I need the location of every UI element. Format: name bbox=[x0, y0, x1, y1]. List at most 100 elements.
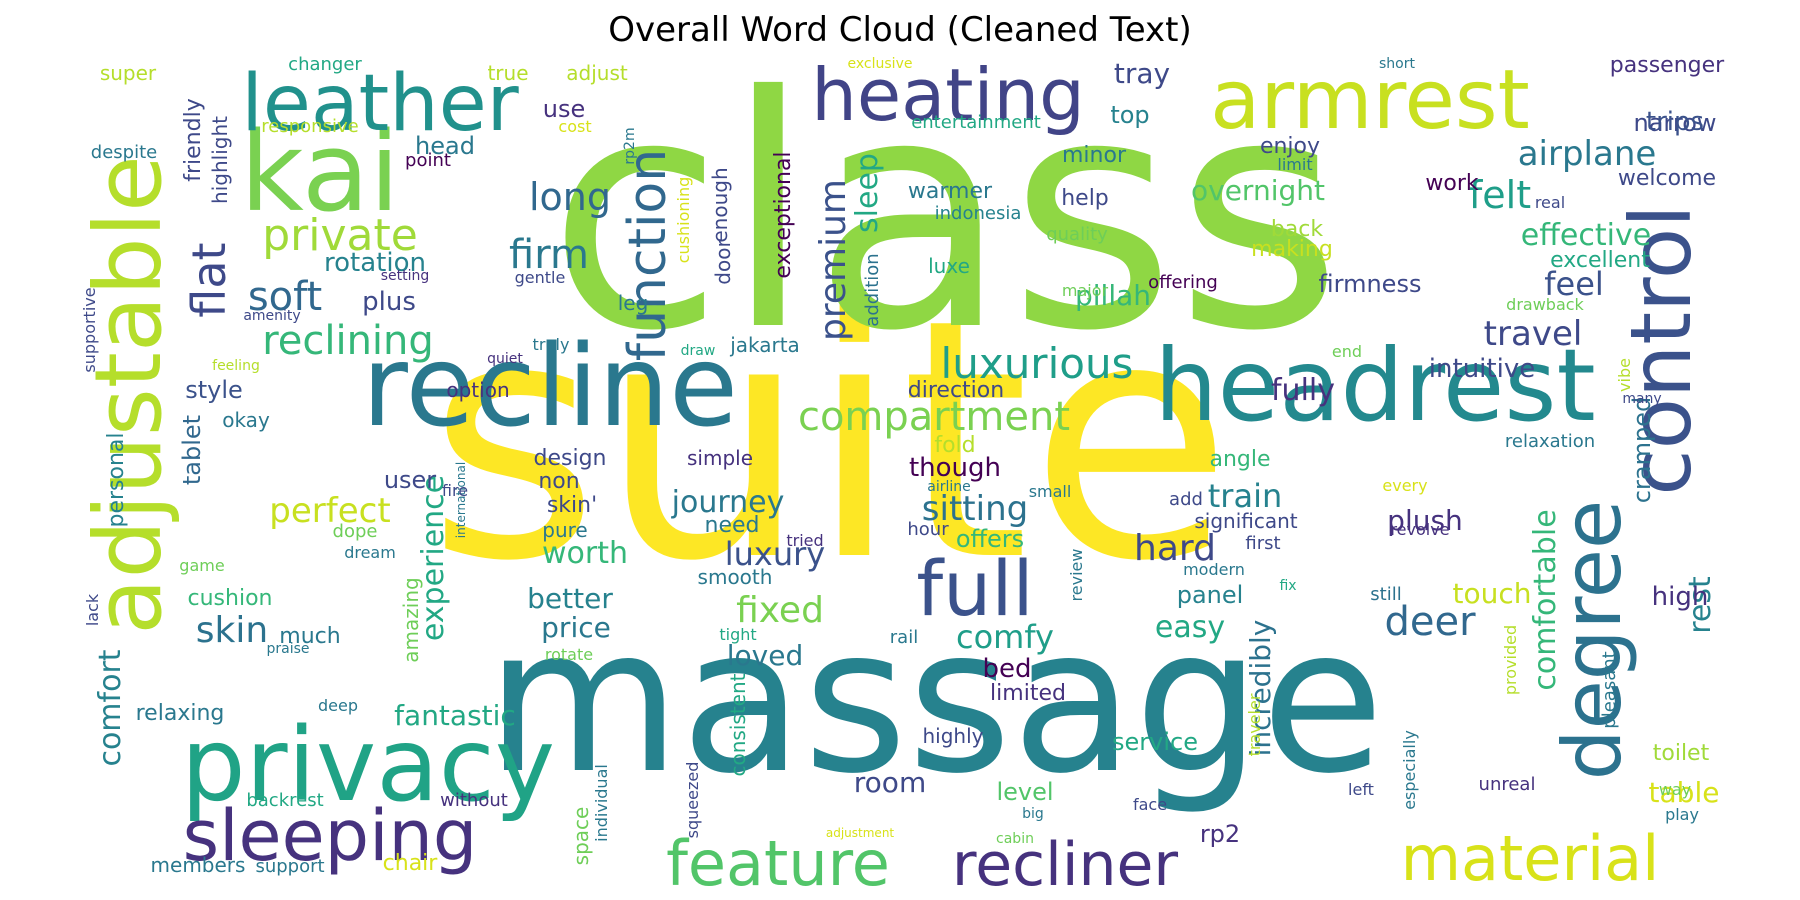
word-heating: heating bbox=[811, 53, 1085, 137]
word-enough: enough bbox=[708, 167, 732, 242]
word-end: end bbox=[1332, 342, 1362, 361]
word-hard: hard bbox=[1134, 528, 1216, 569]
word-pure: pure bbox=[542, 518, 587, 542]
word-luxe: luxe bbox=[928, 254, 970, 278]
word-luxurious: luxurious bbox=[941, 339, 1134, 388]
word-toilet: toilet bbox=[1653, 741, 1710, 766]
word-premium: premium bbox=[813, 179, 854, 341]
word-okay: okay bbox=[222, 408, 270, 432]
word-left: left bbox=[1348, 780, 1374, 799]
word-rest: rest bbox=[1683, 576, 1718, 634]
word-passenger: passenger bbox=[1610, 53, 1725, 78]
word-cost: cost bbox=[558, 117, 591, 136]
word-need: need bbox=[705, 513, 760, 538]
word-much: much bbox=[279, 624, 340, 649]
word-panel: panel bbox=[1177, 581, 1244, 609]
word-exceptional: exceptional bbox=[771, 151, 796, 278]
word-tray: tray bbox=[1114, 57, 1170, 90]
word-tried: tried bbox=[786, 531, 823, 550]
word-adjustable: adjustable bbox=[75, 155, 182, 635]
word-effective: effective bbox=[1521, 218, 1651, 253]
word-user: user bbox=[384, 466, 436, 494]
word-felt: felt bbox=[1469, 173, 1531, 217]
word-headrest: headrest bbox=[1154, 327, 1595, 444]
word-fix: fix bbox=[1279, 578, 1296, 594]
word-tablet: tablet bbox=[178, 415, 206, 485]
word-work: work bbox=[1425, 171, 1478, 196]
word-travel: travel bbox=[1484, 314, 1583, 354]
word-welcome: welcome bbox=[1618, 166, 1716, 191]
word-airplane: airplane bbox=[1518, 134, 1657, 174]
word-add: add bbox=[1169, 489, 1203, 510]
word-direction: direction bbox=[908, 378, 1004, 403]
word-sitting: sitting bbox=[922, 489, 1028, 529]
word-supportive: supportive bbox=[80, 287, 99, 372]
word-fire: fire bbox=[442, 481, 468, 500]
word-angle: angle bbox=[1209, 447, 1270, 472]
word-limited: limited bbox=[990, 681, 1066, 706]
word-experience: experience bbox=[416, 475, 451, 641]
word-true: true bbox=[487, 61, 528, 85]
word-intuitive: intuitive bbox=[1429, 354, 1535, 384]
word-lack: lack bbox=[83, 593, 102, 626]
word-making: making bbox=[1251, 237, 1333, 262]
word-cushioning: cushioning bbox=[674, 177, 693, 264]
word-armrest: armrest bbox=[1210, 53, 1530, 148]
word-easy: easy bbox=[1155, 610, 1225, 645]
word-suite: suite bbox=[427, 249, 1232, 633]
word-consistent: consistent bbox=[726, 673, 750, 776]
word-cushion: cushion bbox=[188, 586, 273, 611]
word-luxury: luxury bbox=[725, 535, 825, 573]
word-deer: deer bbox=[1384, 599, 1476, 645]
word-still: still bbox=[1370, 584, 1401, 605]
word-game: game bbox=[179, 556, 224, 575]
word-trips: trips bbox=[1646, 107, 1704, 137]
word-firm: firm bbox=[509, 232, 589, 278]
word-setting: setting bbox=[381, 268, 430, 284]
word-rp2: rp2 bbox=[1200, 820, 1240, 848]
word-despite: despite bbox=[91, 142, 157, 163]
word-support: support bbox=[255, 856, 324, 877]
word-comfort: comfort bbox=[93, 649, 128, 766]
word-private: private bbox=[262, 210, 418, 261]
word-use: use bbox=[543, 95, 585, 123]
word-flat: flat bbox=[182, 242, 236, 317]
word-service: service bbox=[1112, 728, 1198, 756]
word-significant: significant bbox=[1194, 509, 1297, 533]
word-without: without bbox=[440, 790, 508, 811]
word-price: price bbox=[541, 611, 611, 644]
word-friendly: friendly bbox=[181, 98, 206, 181]
word-amenity: amenity bbox=[243, 308, 300, 324]
word-high: high bbox=[1652, 582, 1709, 612]
word-train: train bbox=[1208, 477, 1282, 515]
word-personal: personal bbox=[104, 432, 129, 527]
word-simple: simple bbox=[687, 446, 753, 470]
word-addition: addition bbox=[862, 253, 883, 326]
word-recliner: recliner bbox=[952, 830, 1179, 900]
word-adjustment: adjustment bbox=[826, 826, 895, 840]
word-every: every bbox=[1382, 476, 1427, 495]
word-highlight: highlight bbox=[208, 116, 232, 204]
word-non: non bbox=[538, 469, 579, 494]
word-rotate: rotate bbox=[545, 645, 593, 664]
word-especially: especially bbox=[1400, 730, 1419, 810]
word-control: control bbox=[1612, 204, 1710, 495]
word-back: back bbox=[1271, 217, 1324, 242]
word-feeling: feeling bbox=[212, 358, 260, 374]
word-kai: kai bbox=[240, 108, 400, 236]
word-quality: quality bbox=[1046, 224, 1108, 245]
word-review: review bbox=[1067, 549, 1086, 602]
word-level: level bbox=[996, 778, 1053, 806]
word-bed: bed bbox=[982, 654, 1031, 684]
word-privacy: privacy bbox=[181, 706, 555, 825]
word-small: small bbox=[1029, 482, 1072, 501]
word-backrest: backrest bbox=[246, 790, 323, 811]
word-space: space bbox=[569, 807, 593, 866]
word-class: class bbox=[548, 29, 1342, 401]
word-firmness: firmness bbox=[1319, 270, 1422, 298]
word-gentle: gentle bbox=[515, 268, 566, 287]
word-skin: skin bbox=[196, 610, 268, 651]
word-door: door bbox=[711, 239, 735, 285]
word-way: way bbox=[1659, 780, 1691, 799]
